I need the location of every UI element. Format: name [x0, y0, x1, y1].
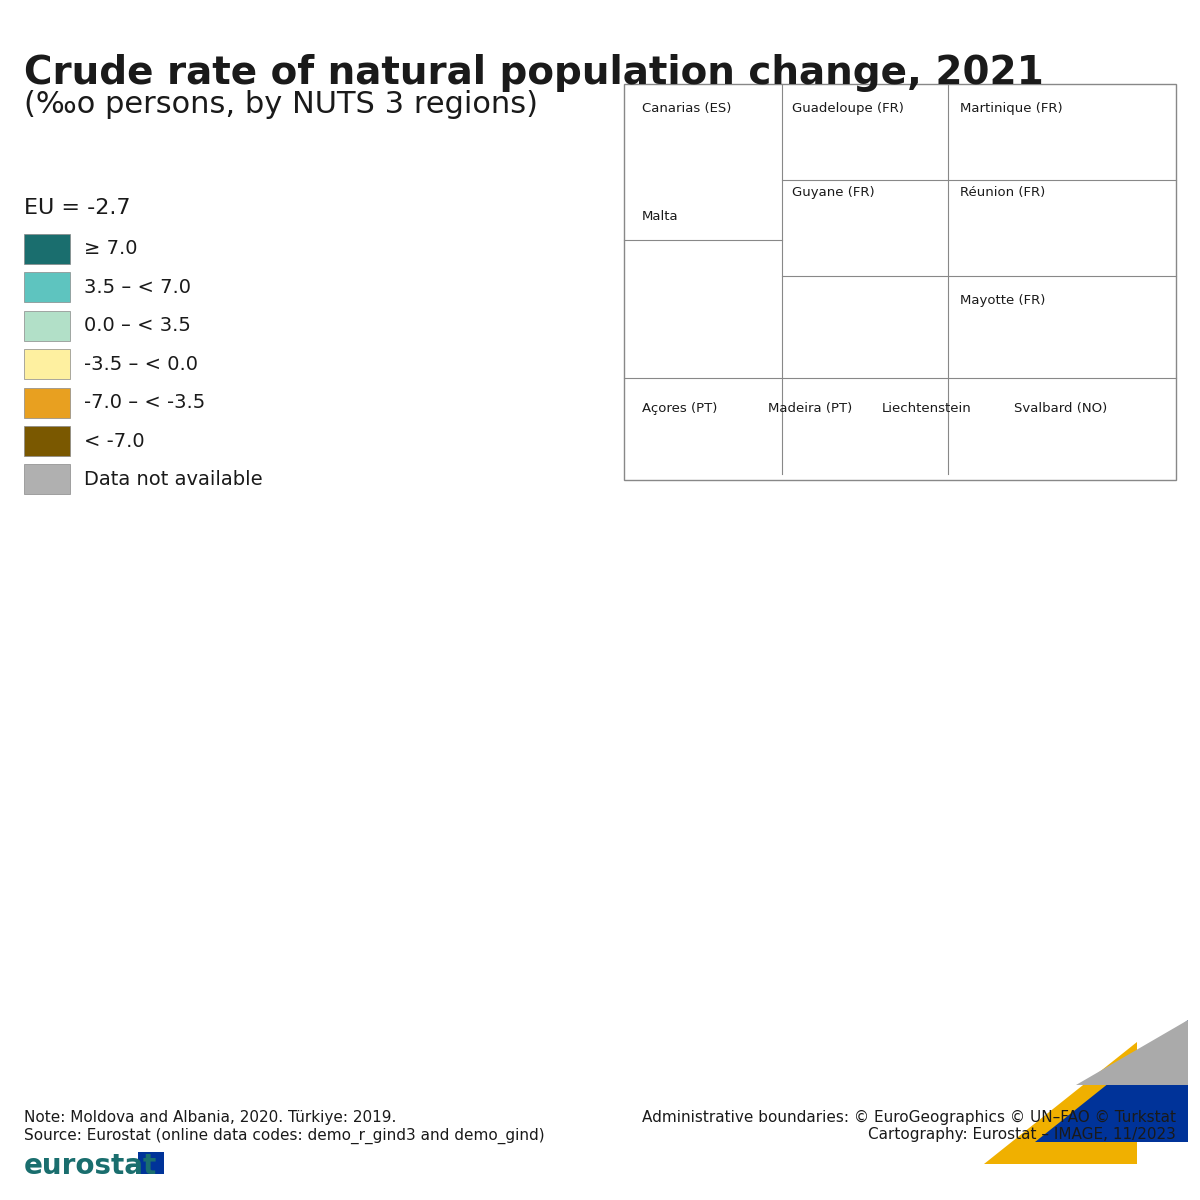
Text: Svalbard (NO): Svalbard (NO): [1014, 402, 1108, 415]
Text: Liechtenstein: Liechtenstein: [882, 402, 972, 415]
Polygon shape: [1034, 1020, 1188, 1142]
Text: Crude rate of natural population change, 2021: Crude rate of natural population change,…: [24, 54, 1044, 92]
Text: Malta: Malta: [642, 210, 679, 223]
Text: -3.5 – < 0.0: -3.5 – < 0.0: [84, 355, 198, 373]
Text: Martinique (FR): Martinique (FR): [960, 102, 1063, 115]
Text: Administrative boundaries: © EuroGeographics © UN–FAO © Turkstat
Cartography: Eu: Administrative boundaries: © EuroGeograp…: [642, 1110, 1176, 1142]
Text: 0.0 – < 3.5: 0.0 – < 3.5: [84, 317, 191, 335]
Text: Note: Moldova and Albania, 2020. Türkiye: 2019.
Source: Eurostat (online data co: Note: Moldova and Albania, 2020. Türkiye…: [24, 1110, 545, 1144]
Text: Mayotte (FR): Mayotte (FR): [960, 294, 1045, 307]
Text: Guyane (FR): Guyane (FR): [792, 186, 875, 199]
Text: Madeira (PT): Madeira (PT): [768, 402, 852, 415]
Text: Data not available: Data not available: [84, 470, 263, 488]
Text: (‰o persons, by NUTS 3 regions): (‰o persons, by NUTS 3 regions): [24, 90, 538, 119]
Text: eurostat: eurostat: [24, 1152, 157, 1180]
Text: < -7.0: < -7.0: [84, 432, 145, 450]
Text: 3.5 – < 7.0: 3.5 – < 7.0: [84, 278, 191, 296]
Text: -7.0 – < -3.5: -7.0 – < -3.5: [84, 394, 205, 412]
Text: ≥ 7.0: ≥ 7.0: [84, 240, 138, 258]
Text: Réunion (FR): Réunion (FR): [960, 186, 1045, 199]
Text: Guadeloupe (FR): Guadeloupe (FR): [792, 102, 904, 115]
Text: Canarias (ES): Canarias (ES): [642, 102, 731, 115]
Text: Açores (PT): Açores (PT): [642, 402, 718, 415]
Polygon shape: [984, 1042, 1138, 1164]
Text: EU = -2.7: EU = -2.7: [24, 198, 131, 218]
Polygon shape: [1076, 1020, 1188, 1085]
